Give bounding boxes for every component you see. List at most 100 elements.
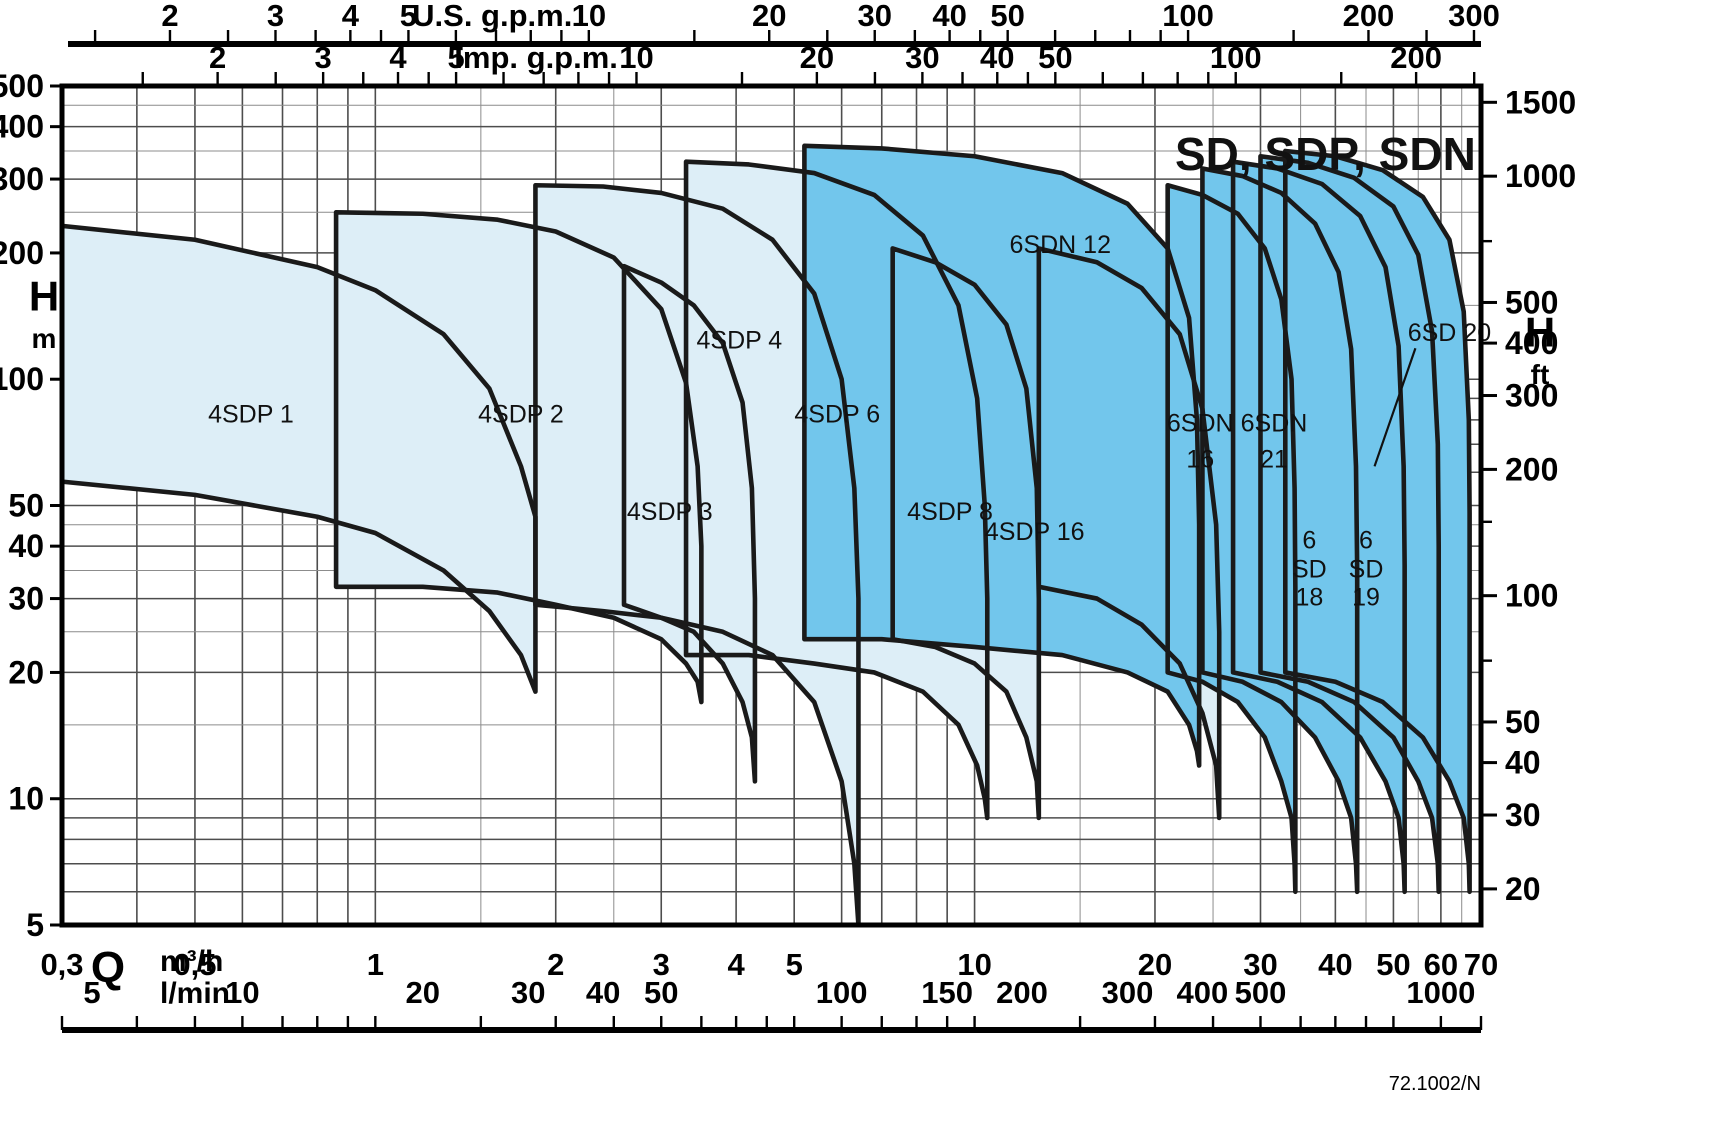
tick-label-right: 1500 — [1505, 84, 1576, 120]
region-label: 21 — [1260, 446, 1288, 474]
tick-label-top-us: 10 — [572, 0, 606, 33]
tick-label-right: 500 — [1505, 284, 1558, 320]
region-label: 6SDN — [1241, 409, 1308, 437]
axis-unit-m: m — [32, 323, 57, 354]
axis-label-imp-gpm: Imp. g.p.m. — [454, 40, 618, 75]
region-label: SD — [1349, 555, 1384, 583]
tick-label-top-us: 50 — [990, 0, 1024, 33]
tick-label-top-us: 3 — [267, 0, 284, 33]
region-label: 16 — [1186, 446, 1214, 474]
series-outline-6sdn-16 — [1165, 182, 1298, 895]
series-outline-4sdp-2 — [333, 209, 704, 705]
tick-label-q-m3h: 3 — [653, 947, 670, 982]
tick-label-top-imp: 200 — [1390, 40, 1442, 75]
series-outlines — [59, 143, 1472, 928]
tick-label-q-lmin: 400 — [1177, 975, 1229, 1010]
region-label: SD — [1292, 555, 1327, 583]
series-outline-6-sd-18 — [1230, 159, 1407, 895]
axis-symbol-h-left: H — [29, 272, 59, 319]
tick-label-left: 50 — [8, 488, 44, 524]
series-dark-regions — [804, 145, 1470, 892]
tick-label-q-lmin: 1000 — [1406, 975, 1475, 1010]
doc-code: 72.1002/N — [1389, 1073, 1481, 1095]
tick-label-left: 500 — [0, 68, 44, 104]
tick-label-left: 40 — [8, 528, 44, 564]
series-outline-4sdp-6 — [683, 159, 990, 821]
tick-label-top-imp: 5 — [447, 40, 464, 75]
tick-label-right: 300 — [1505, 378, 1558, 414]
region-label: 4SDP 4 — [696, 327, 782, 355]
tick-label-left: 20 — [8, 654, 44, 690]
tick-label-right: 100 — [1505, 578, 1558, 614]
tick-label-left: 200 — [0, 235, 44, 271]
axis-left-h-m: 500 400 300 200 100 50 40 30 20 10 5 Hm — [0, 68, 62, 943]
tick-label-right: 50 — [1505, 704, 1541, 740]
region-label: 4SDP 16 — [985, 518, 1085, 546]
tick-label-q-lmin: 50 — [644, 975, 678, 1010]
series-outline-6sdn-12 — [802, 143, 1202, 768]
axis-symbol-h-right: H — [1525, 309, 1555, 356]
region-label: 4SDP 8 — [907, 498, 993, 526]
tick-label-right: 1000 — [1505, 158, 1576, 194]
tick-label-q-lmin: 300 — [1102, 975, 1154, 1010]
tick-label-q-m3h: 2 — [547, 947, 564, 982]
tick-label-q-m3h: 60 — [1424, 947, 1458, 982]
region-label: 4SDP 2 — [478, 400, 564, 428]
tick-label-q-lmin: 10 — [225, 975, 259, 1010]
tick-label-q-lmin-first: 5 — [83, 975, 100, 1010]
tick-label-top-imp: 40 — [980, 40, 1014, 75]
tick-label-top-us: 4 — [342, 0, 360, 33]
axis-unit-lmin: l/min — [160, 977, 230, 1010]
tick-label-q-m3h: 4 — [727, 947, 745, 982]
region-label: 6SDN — [1167, 409, 1234, 437]
tick-label-q-m3h: 5 — [786, 947, 803, 982]
tick-label-top-us: 40 — [932, 0, 966, 33]
tick-label-top-us: 100 — [1162, 0, 1214, 33]
tick-label-top-us: 20 — [752, 0, 786, 33]
tick-label-q-m3h: 0,3 — [40, 947, 83, 982]
region-label: 6SD 20 — [1408, 319, 1491, 347]
leader-line-6sd20 — [1373, 347, 1417, 467]
series-outline-4sdp-16 — [1036, 246, 1222, 821]
axis-unit-ft: ft — [1531, 359, 1550, 390]
series-outline-6sd-20 — [1283, 148, 1472, 895]
tick-label-right: 400 — [1505, 325, 1558, 361]
tick-label-top-us: 200 — [1343, 0, 1395, 33]
tick-label-top-imp: 2 — [209, 40, 226, 75]
axis-symbol-q: Q — [91, 943, 125, 992]
tick-label-right: 30 — [1505, 797, 1541, 833]
series-outline-6-sd-19 — [1258, 153, 1441, 895]
tick-label-right: 40 — [1505, 745, 1541, 781]
tick-label-right: 200 — [1505, 451, 1558, 487]
region-label: 4SDP 3 — [627, 498, 713, 526]
tick-label-top-imp: 10 — [619, 40, 653, 75]
tick-label-right: 20 — [1505, 871, 1541, 907]
page-title: SD, SDP, SDN — [1175, 128, 1476, 180]
tick-label-left: 100 — [0, 361, 44, 397]
region-label: 19 — [1352, 584, 1380, 612]
series-outline-4sdp-8 — [890, 246, 1042, 821]
tick-label-q-lmin: 40 — [586, 975, 620, 1010]
series-region-6sd-20 — [1285, 150, 1470, 892]
region-label: 6 — [1302, 527, 1316, 555]
tick-label-q-lmin: 500 — [1235, 975, 1287, 1010]
axis-right-h-ft: 1500 1000 500 400 300 200 100 50 40 30 20 Hft — [1481, 84, 1576, 907]
tick-label-top-imp: 30 — [905, 40, 939, 75]
series-region-6sdn-12 — [804, 145, 1200, 766]
region-label: 6SDN 12 — [1010, 231, 1111, 259]
tick-label-top-imp: 20 — [800, 40, 834, 75]
tick-label-q-lmin: 150 — [921, 975, 973, 1010]
tick-label-top-us: 300 — [1448, 0, 1500, 33]
region-labels: 4SDP 1 4SDP 2 4SDP 3 4SDP 4 4SDP 6 4SDP 84SDP… — [208, 231, 1491, 612]
tick-label-top-imp: 3 — [315, 40, 332, 75]
tick-label-top-imp: 50 — [1038, 40, 1072, 75]
tick-label-top-imp: 100 — [1210, 40, 1262, 75]
tick-label-q-m3h: 40 — [1318, 947, 1352, 982]
tick-label-q-lmin: 200 — [996, 975, 1048, 1010]
tick-label-top-us: 30 — [857, 0, 891, 33]
tick-label-top-imp: 4 — [389, 40, 407, 75]
tick-label-q-lmin: 20 — [406, 975, 440, 1010]
series-outline-4sdp-1 — [59, 223, 538, 694]
